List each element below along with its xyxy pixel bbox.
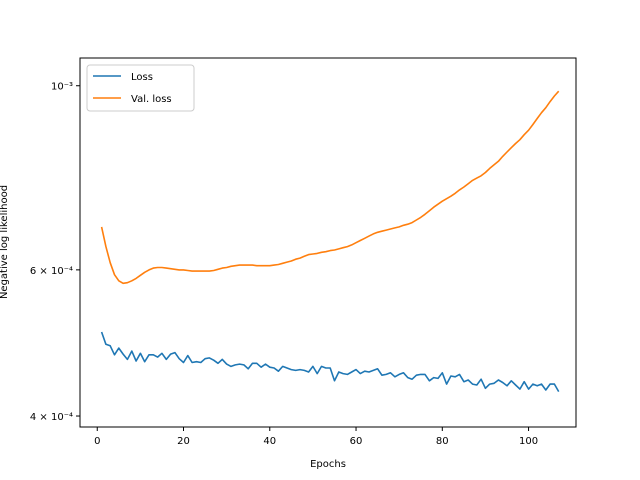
plot-frame xyxy=(79,57,577,428)
x-axis-label: Epochs xyxy=(310,459,346,470)
y-axis-label: Negative log likelihood xyxy=(0,185,10,299)
x-tick-label: 80 xyxy=(436,436,449,447)
y-axis: 4 × 10⁻⁴ 6 × 10⁻⁴ 10⁻³ xyxy=(30,82,80,423)
legend-label-val-loss: Val. loss xyxy=(131,94,172,105)
legend: Loss Val. loss xyxy=(86,64,195,112)
x-tick-label: 100 xyxy=(519,436,538,447)
series-line-val-loss xyxy=(100,90,560,285)
series-line-loss xyxy=(100,331,560,392)
x-tick-label: 0 xyxy=(94,436,100,447)
x-tick-label: 60 xyxy=(350,436,363,447)
x-tick-label: 20 xyxy=(177,436,190,447)
plot-lines xyxy=(100,90,560,392)
y-tick-label: 6 × 10⁻⁴ xyxy=(30,266,73,277)
x-tick-label: 40 xyxy=(263,436,276,447)
legend-label-loss: Loss xyxy=(131,72,153,83)
y-tick-label: 10⁻³ xyxy=(51,82,73,93)
x-axis: 0 20 40 60 80 100 xyxy=(94,427,538,447)
y-tick-label: 4 × 10⁻⁴ xyxy=(30,412,73,423)
